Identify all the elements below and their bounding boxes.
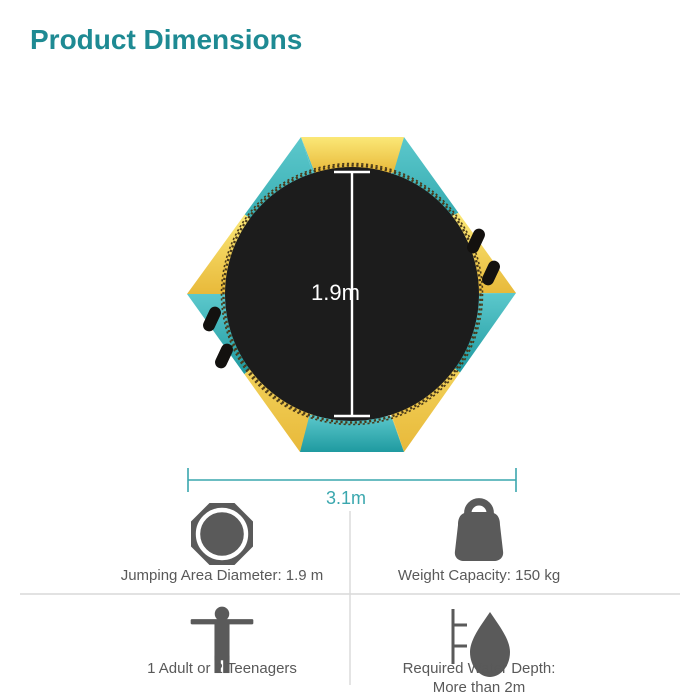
svg-text:More than 2m: More than 2m — [433, 679, 526, 696]
svg-text:3.1m: 3.1m — [326, 488, 366, 508]
svg-text:1 Adult or 2 Teenagers: 1 Adult or 2 Teenagers — [147, 660, 297, 677]
svg-text:Required Water Depth:: Required Water Depth: — [403, 660, 556, 677]
svg-text:1.9m: 1.9m — [311, 280, 360, 305]
svg-text:Jumping Area Diameter: 1.9 m: Jumping Area Diameter: 1.9 m — [121, 567, 324, 584]
svg-text:Weight Capacity: 150 kg: Weight Capacity: 150 kg — [398, 567, 560, 584]
